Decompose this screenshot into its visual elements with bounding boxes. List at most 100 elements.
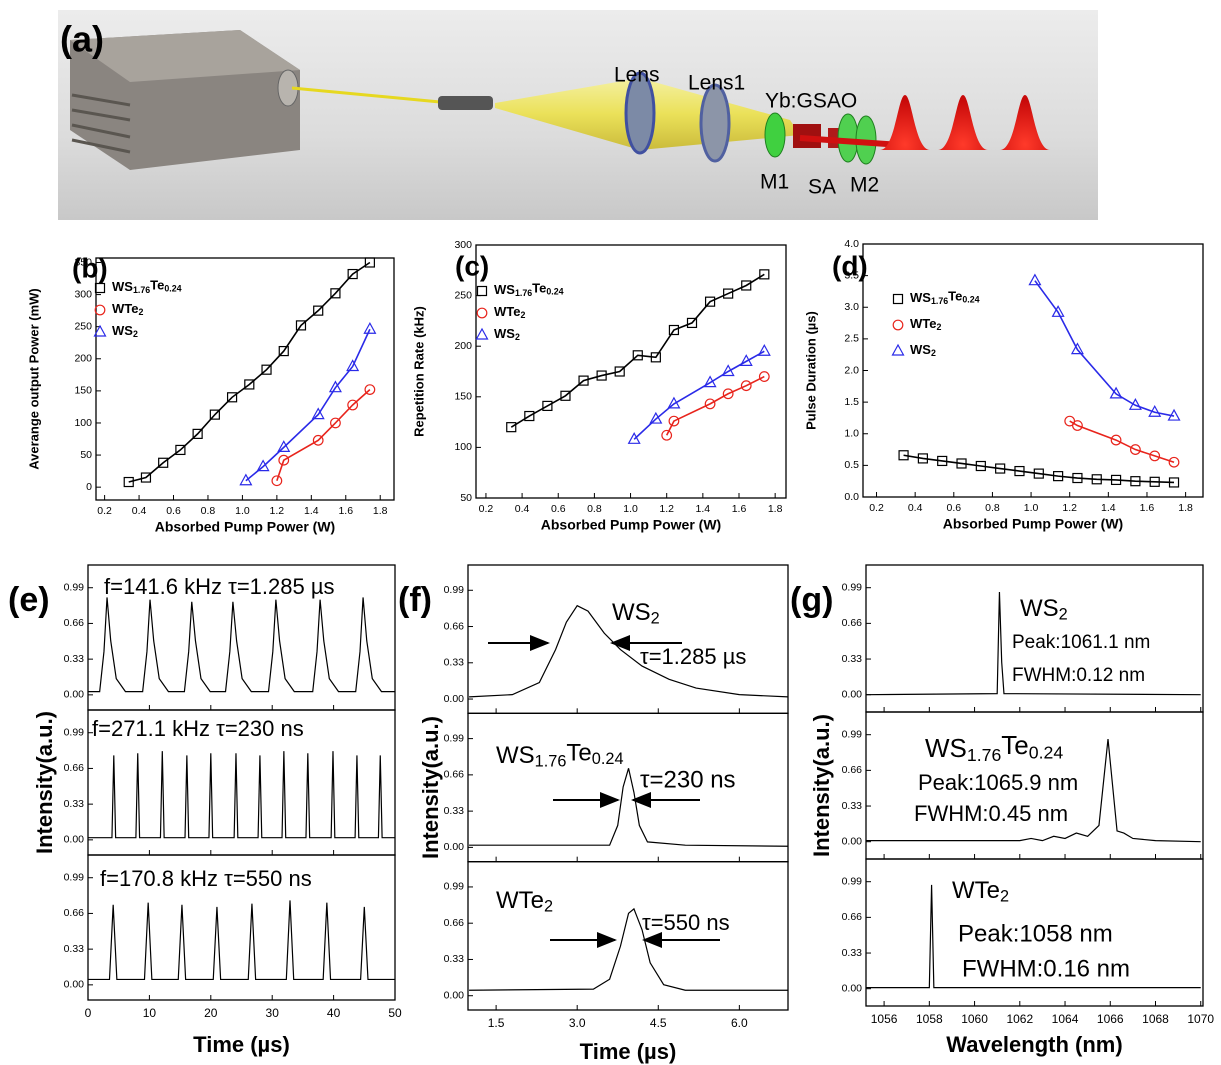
marker bbox=[596, 370, 607, 381]
marker bbox=[758, 371, 770, 382]
plot-frame bbox=[467, 712, 789, 863]
plot-frame bbox=[95, 257, 395, 501]
marker bbox=[239, 473, 253, 486]
x-tick-label: 1.2 bbox=[270, 505, 285, 517]
y-tick-label: 0.33 bbox=[444, 953, 465, 965]
marker bbox=[328, 380, 342, 393]
x-tick-label: 1062 bbox=[1006, 1012, 1033, 1026]
y-tick-label: 0.66 bbox=[64, 907, 85, 919]
y-tick-label: 0.99 bbox=[64, 872, 85, 884]
marker bbox=[1149, 450, 1161, 462]
y-axis-label: Intensity(a.u.) bbox=[809, 714, 834, 857]
trace bbox=[88, 597, 395, 693]
marker bbox=[703, 375, 717, 388]
y-tick-label: 0.66 bbox=[842, 764, 863, 776]
marker bbox=[1168, 456, 1180, 468]
x-tick-label: 1070 bbox=[1187, 1012, 1214, 1026]
fit-line bbox=[245, 328, 371, 482]
plot-frame bbox=[87, 854, 396, 1001]
x-tick-label: 1.8 bbox=[1178, 502, 1193, 514]
y-tick-label: 0.33 bbox=[444, 805, 465, 817]
fit-line bbox=[665, 375, 765, 436]
x-tick-label: 1.6 bbox=[732, 503, 747, 515]
x-tick-label: 1060 bbox=[961, 1012, 988, 1026]
trace bbox=[866, 884, 1201, 989]
y-axis-label: Repetition Rate (kHz) bbox=[411, 306, 426, 437]
annotation: τ=1.285 µs bbox=[640, 644, 746, 669]
marker bbox=[1033, 468, 1044, 479]
output-pulse bbox=[880, 95, 930, 150]
marker bbox=[1110, 434, 1122, 446]
y-tick-label: 100 bbox=[454, 441, 472, 453]
marker bbox=[256, 459, 270, 472]
x-tick-label: 0.2 bbox=[479, 503, 494, 515]
annotation: Peak:1061.1 nm bbox=[1012, 632, 1150, 653]
marker bbox=[244, 379, 255, 390]
legend-marker bbox=[93, 324, 107, 337]
lens1 bbox=[699, 83, 731, 163]
x-tick-label: 0.4 bbox=[132, 505, 147, 517]
trace bbox=[88, 751, 395, 839]
x-tick-label: 0.8 bbox=[587, 503, 602, 515]
y-tick-label: 2.0 bbox=[844, 364, 859, 376]
marker bbox=[614, 366, 625, 377]
plot-frame bbox=[862, 243, 1204, 498]
trace bbox=[469, 907, 788, 991]
panel-label: (e) bbox=[8, 581, 50, 619]
marker bbox=[311, 407, 325, 420]
annotation: Peak:1065.9 nm bbox=[918, 770, 1078, 795]
x-tick-label: 0.4 bbox=[515, 503, 530, 515]
legend-marker bbox=[476, 285, 488, 297]
y-tick-label: 0.33 bbox=[64, 653, 85, 665]
y-tick-label: 0.33 bbox=[842, 653, 863, 665]
annotation: f=141.6 kHz τ=1.285 µs bbox=[104, 574, 335, 599]
marker bbox=[1070, 342, 1084, 355]
laser-beam bbox=[799, 135, 901, 148]
component-label: Lens bbox=[614, 64, 660, 87]
y-axis-label: Intensity(a.u.) bbox=[32, 711, 57, 854]
y-tick-label: 350 bbox=[74, 256, 92, 268]
y-axis-label: Intensity(a.u.) bbox=[418, 716, 443, 859]
marker bbox=[668, 324, 680, 336]
x-tick-label: 1068 bbox=[1142, 1012, 1169, 1026]
marker bbox=[668, 415, 680, 427]
trace bbox=[469, 604, 789, 698]
marker bbox=[686, 317, 698, 329]
y-tick-label: 0 bbox=[86, 481, 92, 493]
annotation: f=170.8 kHz τ=550 ns bbox=[100, 866, 312, 891]
mirror-m1 bbox=[764, 112, 786, 158]
marker bbox=[1149, 476, 1160, 487]
marker bbox=[140, 472, 152, 483]
legend-marker bbox=[475, 327, 489, 340]
x-tick-label: 0.8 bbox=[201, 505, 216, 517]
marker bbox=[123, 476, 134, 488]
marker bbox=[271, 475, 283, 487]
marker bbox=[209, 409, 220, 420]
marker bbox=[757, 344, 771, 356]
lens bbox=[624, 71, 656, 155]
marker bbox=[1128, 398, 1142, 410]
marker bbox=[347, 399, 359, 411]
marker bbox=[627, 432, 641, 444]
y-tick-label: 150 bbox=[74, 385, 92, 397]
x-tick-label: 50 bbox=[388, 1006, 402, 1020]
x-tick-label: 0.6 bbox=[946, 502, 961, 514]
plot-frame bbox=[475, 244, 787, 499]
legend-label: WS2 bbox=[494, 326, 520, 342]
trace bbox=[866, 738, 1201, 843]
marker bbox=[650, 352, 661, 363]
y-tick-label: 0.00 bbox=[842, 688, 863, 700]
component-label: Yb:GSAO bbox=[765, 90, 857, 113]
y-tick-label: 0.99 bbox=[444, 732, 465, 744]
marker bbox=[740, 380, 752, 392]
x-tick-label: 1.4 bbox=[304, 505, 319, 517]
marker bbox=[175, 444, 186, 456]
y-tick-label: 0.99 bbox=[842, 581, 863, 593]
marker bbox=[1129, 444, 1141, 455]
x-tick-label: 1066 bbox=[1097, 1012, 1124, 1026]
x-tick-label: 1.5 bbox=[488, 1016, 505, 1030]
annotation: WS2 bbox=[1020, 595, 1068, 624]
marker bbox=[1130, 476, 1141, 487]
marker bbox=[1167, 408, 1181, 421]
